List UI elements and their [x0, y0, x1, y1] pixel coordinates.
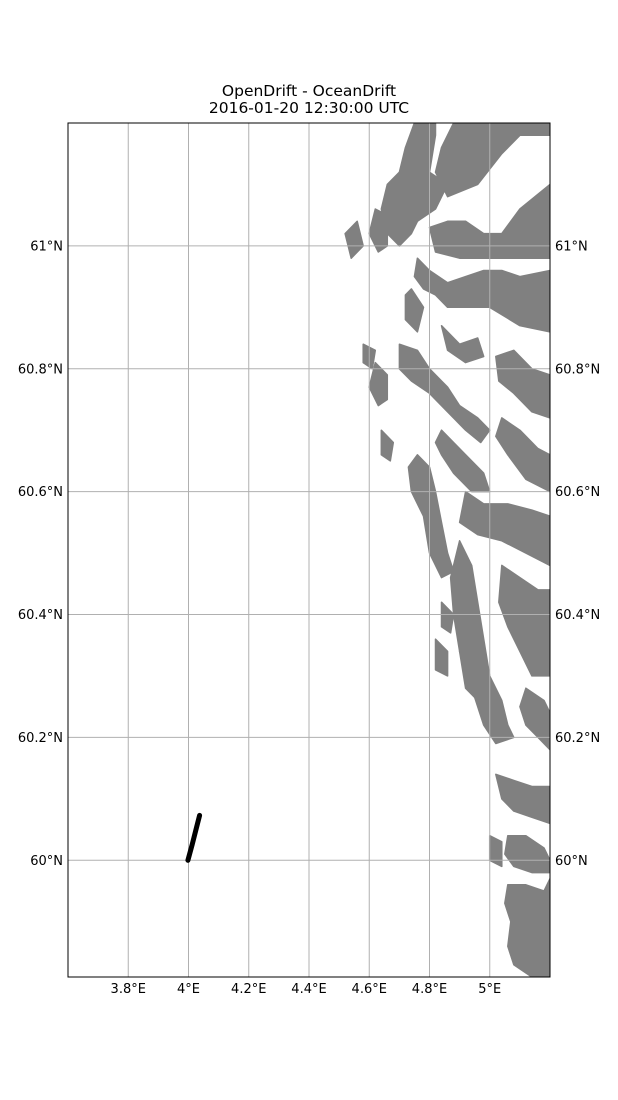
longitude-tick-label: 4°E: [177, 982, 200, 997]
longitude-tick-labels: 3.8°E 4°E 4.2°E 4.4°E 4.6°E 4.8°E 5°E: [111, 982, 502, 997]
land-polygon: [368, 208, 389, 253]
land-polygon: [404, 288, 425, 333]
latitude-tick-label-left: 60°N: [30, 854, 63, 869]
longitude-tick-label: 3.8°E: [111, 982, 146, 997]
land-polygon: [495, 773, 550, 825]
map-frame: [67, 122, 551, 978]
latitude-tick-label-right: 60.8°N: [555, 362, 600, 377]
land-polygon: [404, 171, 449, 223]
latitude-tick-label-left: 60.4°N: [18, 608, 63, 623]
land-polygon: [380, 429, 395, 462]
land-polygon: [504, 877, 550, 977]
land-polygon: [488, 834, 503, 868]
drifter-trajectory: [185, 812, 203, 863]
longitude-tick-label: 5°E: [478, 982, 501, 997]
land-polygon: [434, 123, 550, 198]
land-polygon: [368, 361, 389, 407]
land-polygon: [504, 834, 550, 874]
latitude-tick-label-right: 60.2°N: [555, 731, 600, 746]
graticule: [68, 123, 550, 977]
land-polygon: [440, 324, 485, 364]
land-layer: [344, 123, 550, 977]
latitude-tick-label-left: 60.8°N: [18, 362, 63, 377]
latitude-tick-label-right: 60.4°N: [555, 608, 600, 623]
latitude-tick-labels: 60°N 60°N 60.2°N 60.2°N 60.4°N 60.4°N 60.6°N 60…: [18, 239, 600, 868]
land-polygon: [413, 257, 550, 333]
land-polygon: [495, 349, 550, 419]
land-polygon: [458, 490, 550, 567]
land-polygon: [407, 454, 455, 579]
longitude-tick-label: 4.4°E: [291, 982, 326, 997]
land-polygon: [495, 417, 550, 493]
land-polygon: [440, 601, 455, 634]
trajectory-layer: [185, 812, 203, 863]
latitude-tick-label-right: 60.6°N: [555, 485, 600, 500]
chart-subtitle-timestamp: 2016-01-20 12:30:00 UTC: [208, 99, 410, 117]
longitude-tick-label: 4.8°E: [412, 982, 447, 997]
latitude-tick-label-right: 60°N: [555, 854, 588, 869]
land-polygon: [434, 638, 449, 677]
longitude-tick-label: 4.6°E: [352, 982, 387, 997]
chart-title: OpenDrift - OceanDrift: [221, 82, 397, 100]
longitude-tick-label: 4.2°E: [231, 982, 266, 997]
latitude-tick-label-left: 61°N: [30, 239, 63, 254]
latitude-tick-label-right: 61°N: [555, 239, 588, 254]
land-polygon: [519, 687, 550, 751]
latitude-tick-label-left: 60.6°N: [18, 485, 63, 500]
latitude-tick-label-left: 60.2°N: [18, 731, 63, 746]
land-polygon: [428, 183, 550, 259]
land-polygon: [458, 626, 485, 702]
